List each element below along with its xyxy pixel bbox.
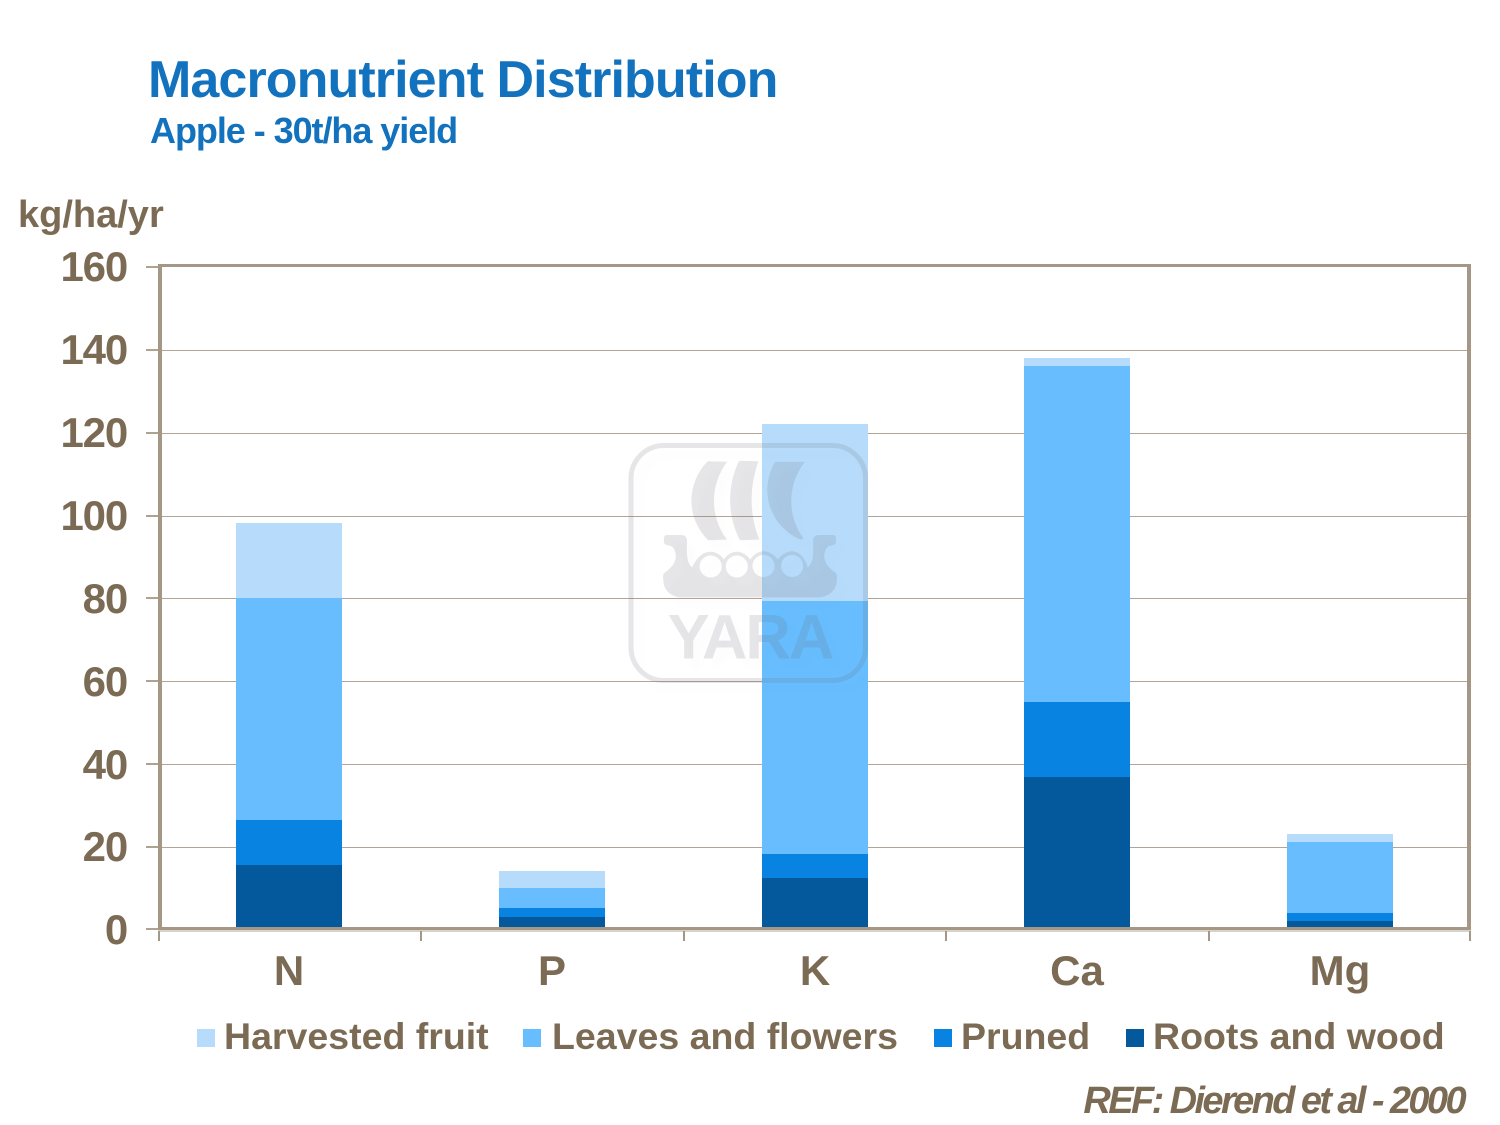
svg-text:YARA: YARA: [668, 602, 833, 672]
